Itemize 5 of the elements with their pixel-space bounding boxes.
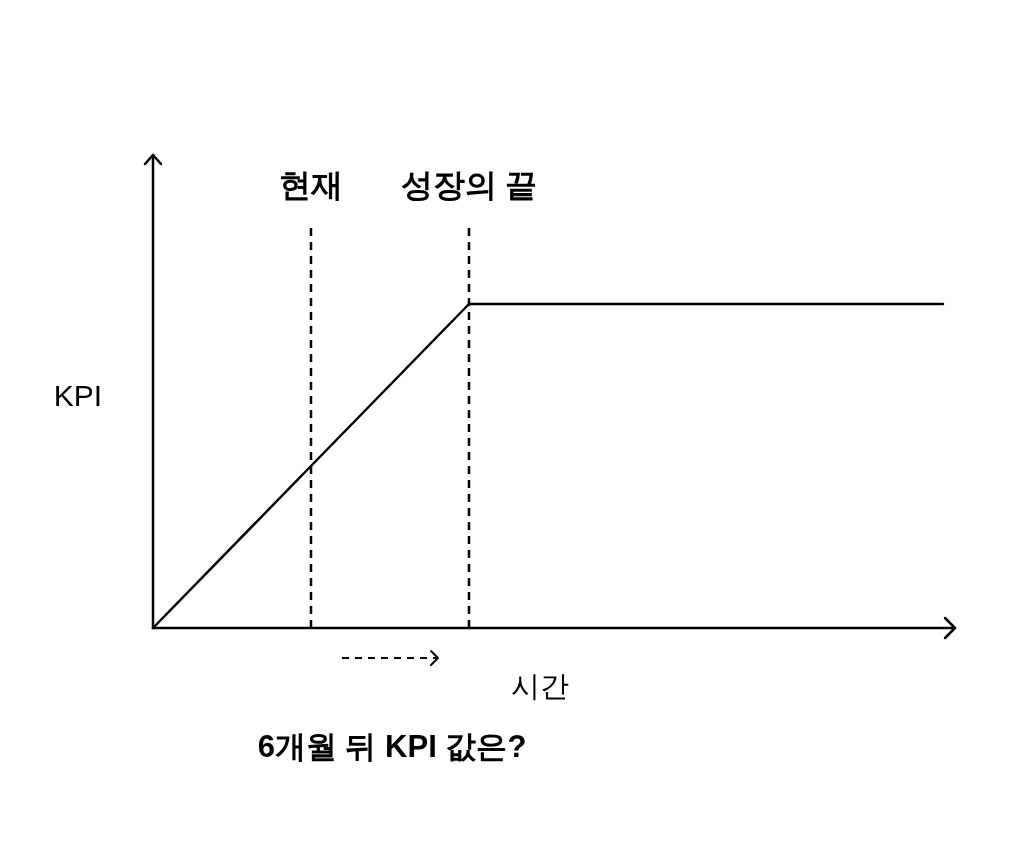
- x-axis-title: 시간: [511, 670, 569, 702]
- y-axis-title: KPI: [53, 378, 103, 412]
- text: 성장의 끝: [400, 167, 538, 203]
- text: 현재: [279, 167, 343, 203]
- text: 6개월 뒤 KPI 값은?: [257, 728, 527, 764]
